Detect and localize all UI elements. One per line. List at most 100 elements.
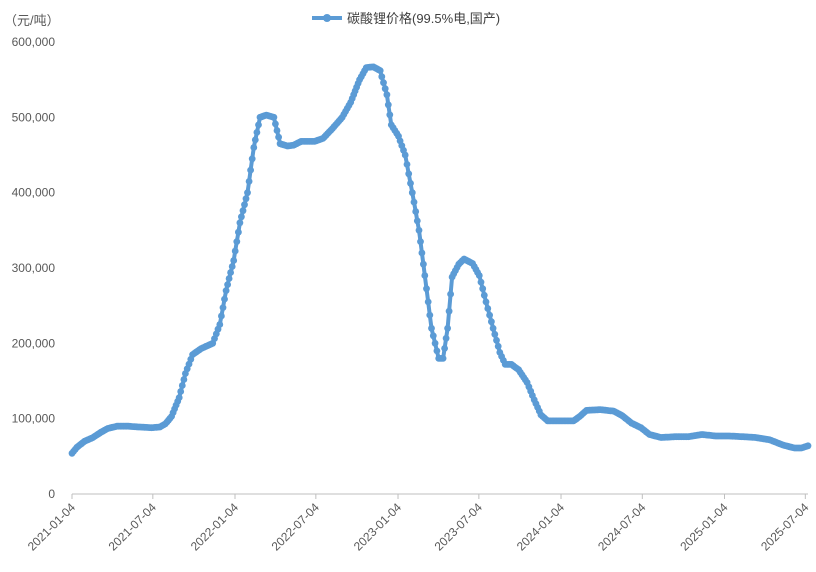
x-tick-label: 2025-01-04: [677, 500, 731, 554]
x-tick-label: 2022-07-04: [269, 500, 323, 554]
series-point: [175, 394, 183, 401]
series-point: [241, 201, 248, 209]
series-point: [219, 304, 227, 311]
series-point: [433, 347, 441, 355]
series-point: [441, 345, 448, 352]
x-tick-label: 2023-07-04: [432, 500, 486, 554]
series-point: [477, 278, 485, 286]
series-point: [421, 272, 429, 279]
series-point: [244, 189, 251, 197]
series-point: [431, 339, 439, 347]
y-tick-label: 200,000: [12, 336, 56, 350]
series-point: [270, 113, 278, 121]
series-point: [401, 151, 409, 159]
series-point: [253, 129, 261, 136]
series-point: [488, 318, 495, 326]
series-point: [235, 228, 242, 236]
series-point: [228, 263, 236, 270]
series-point: [804, 442, 812, 450]
series-point: [381, 85, 389, 93]
series-point: [494, 342, 502, 350]
x-tick-label: 2021-07-04: [106, 500, 160, 554]
y-axis: 0 100,000 200,000 300,000 400,000 500,000 600,…: [12, 35, 56, 501]
series-point: [180, 376, 188, 383]
series-point: [231, 247, 239, 255]
series-point: [383, 91, 391, 99]
legend-marker-swatch: [323, 14, 331, 22]
series-point: [445, 307, 453, 315]
series-point: [230, 257, 238, 264]
series-point: [424, 298, 432, 306]
series-point: [239, 207, 247, 215]
series-point: [413, 217, 421, 225]
y-tick-label: 600,000: [12, 35, 56, 49]
series-point: [238, 213, 245, 221]
series-point: [426, 311, 434, 319]
series-point: [272, 120, 279, 128]
series-point: [405, 170, 413, 178]
series-point: [403, 161, 411, 168]
x-tick-label: 2024-07-04: [595, 500, 649, 554]
series-point: [216, 321, 224, 328]
series-point: [218, 312, 225, 320]
series-point: [177, 388, 185, 395]
series-point: [479, 285, 487, 293]
series-point: [418, 249, 426, 257]
series-point: [423, 285, 430, 293]
series-point: [376, 67, 384, 74]
series-point: [248, 155, 256, 163]
series-point: [384, 101, 392, 109]
y-tick-label: 500,000: [12, 110, 56, 124]
x-tick-label: 2025-07-04: [758, 500, 812, 554]
series-point: [429, 332, 437, 340]
series-point: [224, 281, 232, 288]
series-point: [484, 305, 492, 312]
series-point: [227, 269, 235, 276]
x-tick-label: 2024-01-04: [514, 500, 568, 554]
series-layer: [68, 63, 812, 457]
series-point: [489, 324, 497, 332]
y-axis-unit-label: （元/吨）: [4, 13, 60, 28]
series-point: [178, 382, 186, 389]
legend: 碳酸锂价格(99.5%电,国产): [312, 11, 500, 26]
series-point: [386, 111, 394, 119]
x-tick-label: 2022-01-04: [188, 500, 242, 554]
series-point: [233, 238, 241, 246]
series-point: [242, 195, 250, 203]
y-tick-label: 100,000: [12, 412, 56, 426]
legend-label: 碳酸锂价格(99.5%电,国产): [347, 11, 500, 26]
x-tick-label: 2021-01-04: [25, 500, 79, 554]
series-point: [491, 330, 499, 338]
series-point: [410, 198, 418, 206]
x-axis: 2021-01-04 2021-07-04 2022-01-04 2022-07-04…: [25, 493, 812, 554]
series-point: [412, 208, 420, 215]
series-point: [247, 166, 255, 174]
series-point: [407, 179, 414, 187]
series-point: [245, 178, 253, 185]
series-point: [444, 324, 451, 332]
series-point: [408, 189, 416, 197]
series-point: [475, 272, 483, 279]
series-point: [442, 334, 450, 342]
y-tick-label: 400,000: [12, 186, 56, 200]
series-point: [428, 324, 435, 332]
y-tick-label: 300,000: [12, 261, 56, 275]
series-point: [417, 238, 424, 246]
series-point: [255, 121, 262, 129]
series-point: [222, 287, 230, 294]
series-point: [236, 219, 244, 227]
x-tick-label: 2023-01-04: [351, 500, 405, 554]
series-point: [225, 275, 233, 282]
series-point: [380, 79, 387, 87]
series-point: [480, 291, 488, 299]
series-point: [378, 73, 386, 81]
series-point: [250, 144, 258, 151]
series-point: [415, 226, 423, 234]
series-point: [447, 290, 454, 298]
series-line: [70, 64, 809, 455]
series-point: [482, 298, 490, 306]
series-point: [251, 136, 259, 144]
series-point: [420, 260, 427, 268]
series-point: [493, 336, 500, 344]
